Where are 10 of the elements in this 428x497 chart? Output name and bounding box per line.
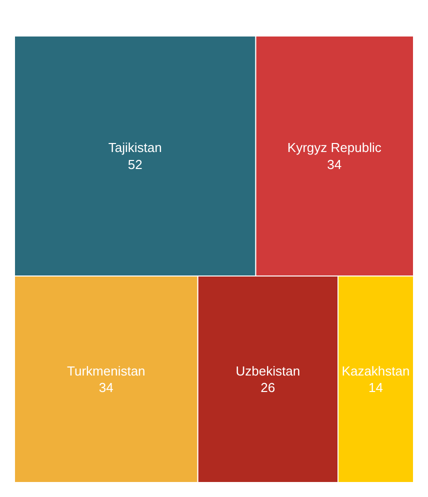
category-label: Kazakhstan [342, 363, 410, 378]
data-label: 26 [260, 380, 276, 396]
category-label: Turkmenistan [67, 363, 146, 378]
category-label: Tajikistan [108, 140, 162, 156]
data-label: 34 [98, 380, 114, 396]
data-label: 14 [368, 380, 383, 396]
data-label: 52 [128, 156, 142, 172]
category-label: Uzbekistan [236, 363, 300, 378]
category-label: Kyrgyz Republic [287, 140, 382, 156]
data-label: 34 [327, 156, 342, 172]
